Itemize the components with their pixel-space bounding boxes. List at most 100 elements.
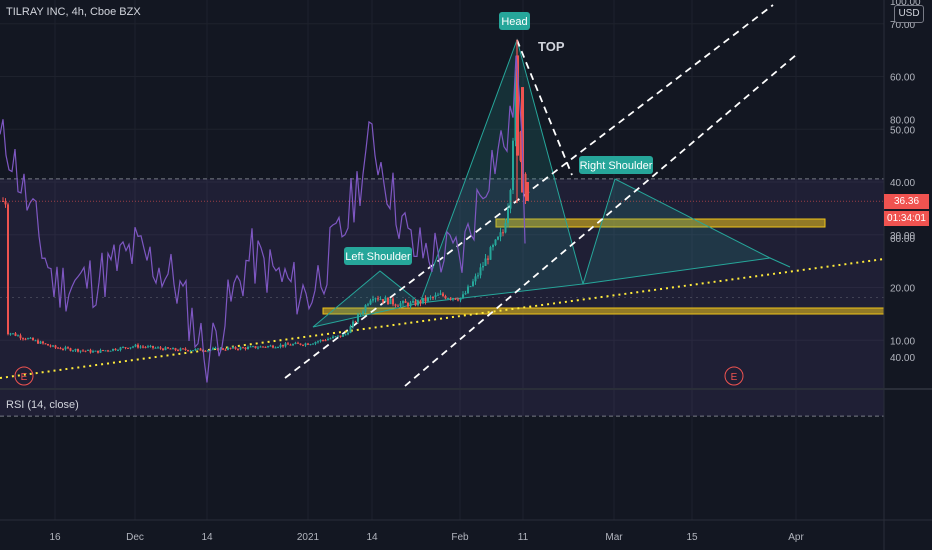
candle: [212, 348, 214, 350]
candle: [477, 275, 479, 277]
candle: [459, 297, 462, 301]
candle: [299, 343, 302, 345]
candle: [159, 347, 162, 349]
rsi-indicator-label[interactable]: RSI (14, close): [6, 399, 79, 411]
candle: [134, 344, 137, 347]
candle: [49, 345, 52, 347]
candle: [389, 298, 392, 305]
candle: [384, 297, 387, 302]
last-price-tag: 36.36: [884, 194, 929, 209]
candle: [282, 344, 284, 347]
candle: [177, 350, 179, 352]
candle: [339, 335, 342, 337]
candle: [247, 346, 249, 349]
symbol-title[interactable]: TILRAY INC, 4h, Cboe BZX: [6, 6, 141, 18]
channel-line-lower: [404, 54, 797, 387]
candle: [329, 338, 332, 340]
candle: [302, 344, 304, 346]
candle: [424, 297, 427, 302]
candle: [102, 350, 104, 352]
candle: [32, 337, 34, 341]
candle: [207, 350, 209, 352]
candle: [84, 350, 87, 352]
right-shoulder-label: Right Shoulder: [580, 160, 653, 172]
pattern-tail: [769, 257, 791, 268]
candle: [17, 335, 19, 337]
candle: [509, 190, 512, 209]
candle: [62, 349, 64, 351]
candle: [444, 295, 447, 299]
candle: [484, 258, 487, 266]
head-shoulders-pattern: [312, 38, 791, 328]
candle: [332, 336, 334, 339]
candle: [87, 349, 89, 351]
candle: [44, 343, 47, 345]
candle: [377, 298, 379, 300]
candle: [137, 344, 139, 348]
candle: [109, 350, 112, 352]
candle: [292, 344, 294, 346]
rsi-tick: 80.00: [890, 116, 915, 127]
candle: [77, 349, 79, 352]
candle: [89, 349, 92, 353]
candle: [114, 348, 117, 351]
candle: [179, 348, 182, 351]
candle: [129, 347, 132, 349]
candle: [192, 350, 194, 352]
earnings-icon: [724, 366, 744, 386]
candle: [152, 345, 154, 348]
candle: [497, 236, 499, 240]
long-term-trendline: [0, 258, 885, 379]
candle: [112, 348, 114, 351]
candle: [197, 348, 199, 350]
price-tick: 70.00: [890, 20, 915, 31]
candle: [392, 298, 394, 305]
candle: [92, 351, 94, 353]
candle: [189, 350, 192, 352]
time-tick: 14: [201, 532, 213, 543]
candle: [172, 348, 174, 350]
candle: [42, 341, 44, 344]
candle: [352, 321, 354, 327]
candle: [454, 298, 457, 300]
candle: [334, 336, 337, 338]
top-reversal-line: [516, 39, 573, 176]
candle: [354, 321, 357, 323]
candle: [94, 350, 97, 352]
candle: [494, 239, 497, 246]
candle: [57, 347, 59, 349]
candle: [442, 293, 444, 296]
candle: [449, 298, 452, 300]
candle: [512, 140, 514, 191]
time-tick: Dec: [126, 532, 144, 543]
candle: [524, 173, 527, 198]
time-tick: 16: [49, 532, 61, 543]
candle: [412, 301, 414, 303]
candle: [232, 347, 234, 349]
candle: [474, 276, 477, 282]
candle: [124, 347, 127, 349]
candle: [452, 298, 454, 300]
price-tick: 10.00: [890, 336, 915, 347]
candle: [24, 338, 27, 340]
candle: [149, 345, 152, 347]
candle: [39, 341, 42, 344]
currency-button[interactable]: USD: [894, 5, 924, 23]
candle: [19, 335, 22, 339]
candle: [142, 346, 144, 348]
candle: [382, 299, 384, 302]
candle: [157, 347, 159, 349]
candle: [309, 344, 312, 346]
candles: [2, 39, 529, 354]
candle: [262, 346, 264, 348]
rsi-tick: 100.00: [890, 0, 921, 8]
trendlines: [0, 4, 885, 387]
candle: [492, 245, 494, 248]
candle: [67, 347, 69, 349]
candle: [467, 286, 469, 294]
candle: [234, 347, 237, 349]
candle: [464, 293, 467, 295]
candle: [164, 347, 167, 351]
